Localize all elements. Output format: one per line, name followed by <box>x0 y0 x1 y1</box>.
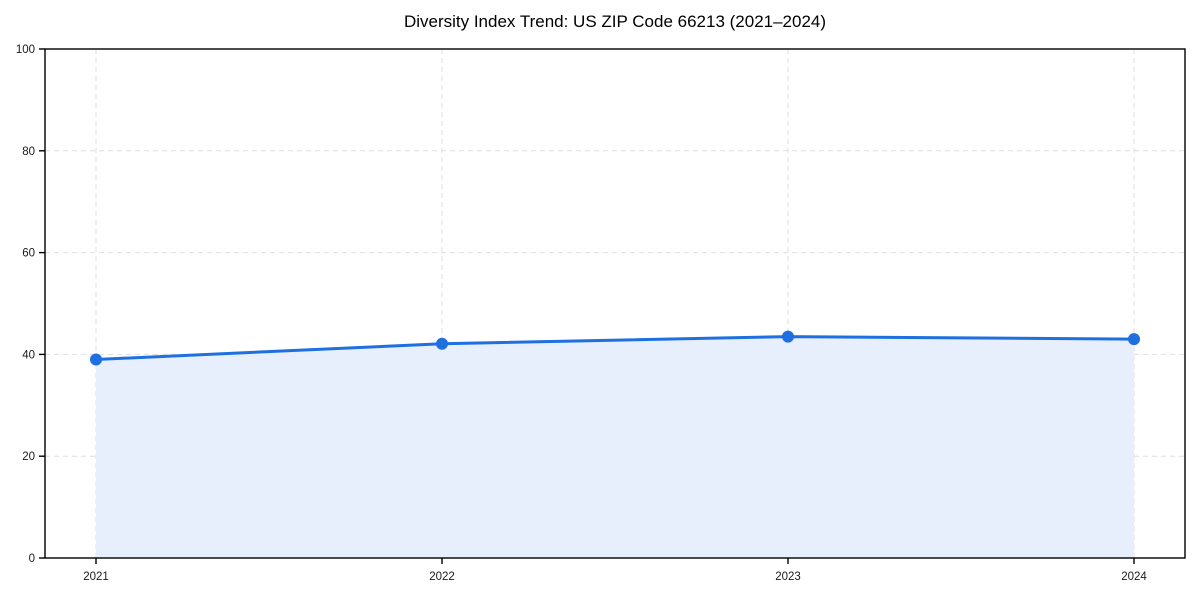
x-tick-label: 2023 <box>775 571 801 583</box>
x-tick-label: 2024 <box>1121 571 1147 583</box>
y-tick-label: 0 <box>29 553 35 565</box>
y-tick-label: 60 <box>22 248 35 260</box>
y-tick-label: 80 <box>22 146 35 158</box>
trend-line <box>94 335 1136 361</box>
data-point <box>436 337 448 350</box>
plot-border <box>44 48 1186 559</box>
y-tick-label: 40 <box>22 349 35 361</box>
x-tick-label: 2021 <box>83 571 109 583</box>
data-point <box>1128 333 1140 346</box>
x-tick-label: 2022 <box>429 571 455 583</box>
y-tick-label: 100 <box>16 44 35 56</box>
data-point <box>782 330 794 343</box>
chart-title: Diversity Index Trend: US ZIP Code 66213… <box>403 12 827 31</box>
area-fill <box>96 336 1134 558</box>
data-point <box>90 353 102 366</box>
y-tick-label: 20 <box>22 451 35 463</box>
